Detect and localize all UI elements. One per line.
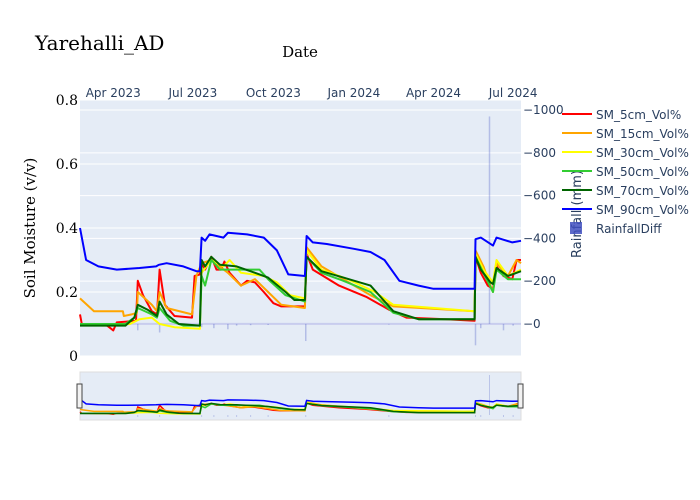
legend-item[interactable]: RainfallDiff	[570, 222, 662, 236]
y2-tick-label: −0	[523, 317, 541, 331]
rainfall-bar[interactable]	[235, 323, 238, 326]
rainfall-bar[interactable]	[158, 323, 161, 333]
y2-tick-label: −1000	[523, 103, 564, 117]
series-line-sm90cmvol[interactable]	[79, 227, 522, 290]
legend-label: SM_30cm_Vol%	[596, 146, 689, 160]
rainfall-bar[interactable]	[227, 323, 229, 330]
range-slider-right-handle[interactable]	[517, 383, 524, 409]
rainfall-bar[interactable]	[488, 116, 491, 324]
y2-tick-label: −400	[523, 231, 556, 245]
y-tick-label: 0.8	[56, 93, 78, 109]
x-tick-label: Apr 2024	[406, 86, 461, 100]
rainfall-bar[interactable]	[502, 323, 505, 331]
series-line-sm70cmvol[interactable]	[80, 255, 522, 327]
rainfall-bar[interactable]	[512, 323, 514, 326]
legend-label: SM_90cm_Vol%	[596, 203, 689, 217]
x-axis-title: Date	[282, 43, 318, 61]
legend-label: RainfallDiff	[596, 222, 662, 236]
rainfall-bar[interactable]	[305, 323, 307, 342]
legend-label: SM_15cm_Vol%	[596, 127, 689, 141]
y2-tick-label: −800	[523, 146, 556, 160]
mini-series-line	[79, 398, 522, 409]
range-slider-left-handle[interactable]	[76, 383, 83, 409]
y2-tick-label: −600	[523, 189, 556, 203]
y-tick-label: 0.4	[56, 221, 78, 237]
legend-item[interactable]: SM_50cm_Vol%	[562, 165, 689, 179]
legend-item[interactable]: SM_70cm_Vol%	[562, 184, 689, 198]
legend-label: SM_5cm_Vol%	[596, 108, 681, 122]
x-tick-label: Oct 2023	[246, 86, 301, 100]
legend-item[interactable]: SM_30cm_Vol%	[562, 146, 689, 160]
y-tick-label: 0.2	[56, 285, 78, 301]
rainfall-bar[interactable]	[388, 323, 390, 325]
legend-item[interactable]: SM_5cm_Vol%	[562, 108, 681, 122]
rainfall-bar[interactable]	[249, 323, 252, 326]
legend: SM_5cm_Vol% SM_15cm_Vol% SM_30cm_Vol% SM_50…	[562, 108, 689, 236]
x-tick-label: Jan 2024	[326, 86, 380, 100]
legend-item[interactable]: SM_15cm_Vol%	[562, 127, 689, 141]
y-tick-label: 0.6	[56, 157, 78, 173]
y-axis-title: Soil Moisture (v/v)	[21, 158, 39, 299]
series-line-sm30cmvol[interactable]	[79, 249, 522, 330]
x-tick-label: Jul 2023	[167, 86, 217, 100]
rainfall-bar[interactable]	[213, 323, 215, 329]
rainfall-bar[interactable]	[267, 323, 269, 325]
x-tick-label: Apr 2023	[86, 86, 141, 100]
mini-series-line	[80, 402, 522, 415]
y-tick-label: 0	[69, 349, 78, 365]
rainfall-bar[interactable]	[474, 323, 477, 346]
legend-item[interactable]: SM_90cm_Vol%	[562, 203, 689, 217]
rainfall-bar[interactable]	[137, 323, 139, 331]
rainfall-bar[interactable]	[480, 323, 482, 329]
legend-label: SM_70cm_Vol%	[596, 184, 689, 198]
legend-swatch	[570, 222, 582, 234]
x-tick-label: Jul 2024	[488, 86, 538, 100]
rainfall-bar[interactable]	[200, 323, 203, 328]
y2-tick-label: −200	[523, 274, 556, 288]
legend-label: SM_50cm_Vol%	[596, 165, 689, 179]
chart-title: Yarehalli_AD	[34, 31, 164, 55]
y2-axis-title: Rainfall (mm)	[570, 170, 585, 258]
